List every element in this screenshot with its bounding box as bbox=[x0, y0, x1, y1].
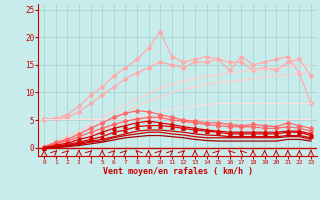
X-axis label: Vent moyen/en rafales ( km/h ): Vent moyen/en rafales ( km/h ) bbox=[103, 167, 252, 176]
